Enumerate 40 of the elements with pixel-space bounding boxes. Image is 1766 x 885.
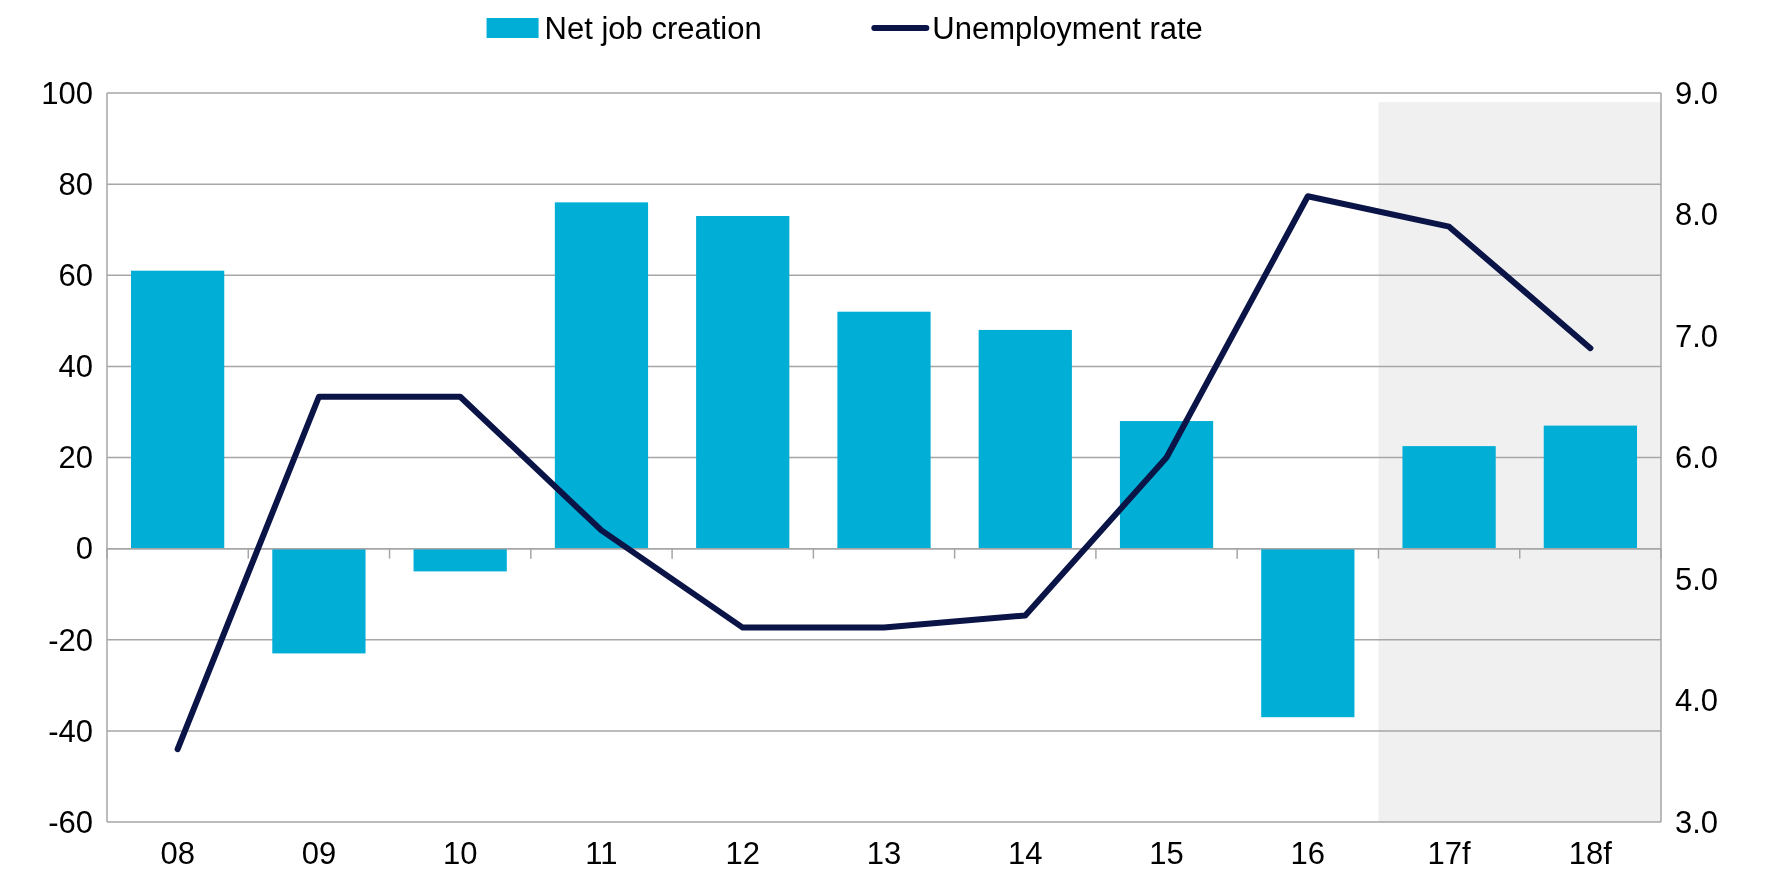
- x-tick-label: 16: [1290, 836, 1326, 871]
- y-tick-label: 80: [58, 166, 93, 202]
- y2-tick-label: 4.0: [1675, 683, 1719, 719]
- x-tick-label: 10: [442, 836, 478, 871]
- bar: [1261, 548, 1355, 718]
- bar: [272, 548, 366, 654]
- bar: [837, 311, 931, 549]
- y-tick-label: -40: [48, 713, 93, 749]
- y-tick-label: 60: [58, 258, 93, 294]
- x-tick-label: 18f: [1568, 836, 1613, 871]
- y-tick-label: -20: [48, 622, 93, 658]
- legend-label: Net job creation: [544, 10, 762, 46]
- y2-tick-label: 9.0: [1675, 75, 1719, 111]
- y-tick-label: -60: [48, 804, 93, 840]
- y2-tick-label: 6.0: [1675, 440, 1719, 476]
- y-tick-label: 20: [58, 440, 93, 476]
- x-tick-label: 15: [1149, 836, 1184, 871]
- legend-label: Unemployment rate: [932, 10, 1203, 46]
- y2-tick-label: 7.0: [1675, 318, 1719, 354]
- y2-tick-label: 3.0: [1675, 804, 1719, 840]
- x-tick-label: 14: [1008, 836, 1043, 871]
- y-tick-label: 40: [58, 349, 93, 385]
- bar: [1119, 421, 1214, 549]
- bar: [1402, 446, 1496, 549]
- bar: [696, 216, 790, 549]
- x-tick-label: 17f: [1427, 836, 1472, 871]
- bar: [554, 202, 649, 549]
- x-tick-label: 09: [301, 836, 337, 871]
- y2-tick-label: 8.0: [1675, 197, 1719, 233]
- bar: [978, 329, 1072, 549]
- bar: [413, 548, 507, 572]
- bar: [131, 270, 225, 549]
- x-tick-label: 12: [725, 836, 760, 871]
- y2-tick-label: 5.0: [1675, 561, 1719, 597]
- y-tick-label: 100: [41, 75, 93, 111]
- bar: [1543, 425, 1637, 549]
- y-tick-label: 0: [75, 531, 93, 567]
- x-tick-label: 08: [160, 836, 195, 871]
- x-tick-label: 11: [585, 836, 618, 871]
- x-tick-label: 13: [866, 836, 902, 871]
